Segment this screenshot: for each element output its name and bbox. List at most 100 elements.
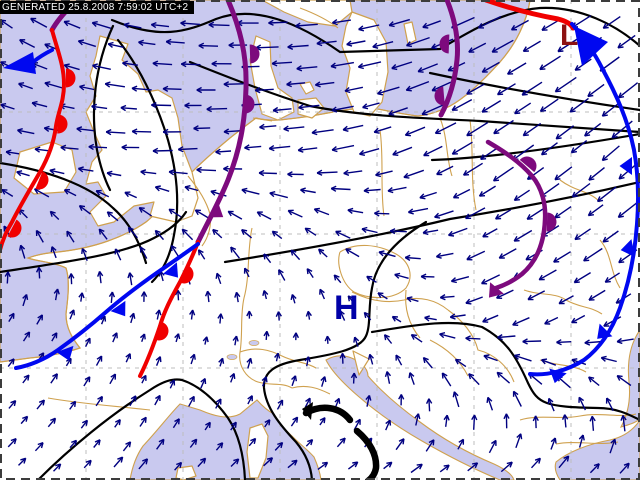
- wind-arrow: [88, 143, 108, 151]
- wind-arrow: [140, 169, 157, 176]
- isobar-line: [370, 321, 640, 422]
- wind-arrow: [120, 104, 137, 112]
- wind-arrow: [7, 438, 17, 448]
- wind-arrow: [347, 207, 364, 214]
- wind-arrow: [69, 309, 75, 320]
- wind-arrow: [5, 149, 20, 156]
- wind-arrow: [553, 251, 571, 263]
- wind-arrow: [298, 104, 320, 111]
- wind-arrow: [97, 271, 104, 284]
- wind-arrow: [18, 82, 33, 90]
- wind-arrow: [188, 395, 195, 407]
- wind-arrow: [554, 76, 577, 93]
- wind-arrow: [556, 339, 572, 346]
- wind-arrow: [353, 418, 361, 431]
- wind-arrow: [50, 246, 57, 259]
- wind-arrow: [254, 86, 274, 94]
- country-border: [291, 385, 331, 395]
- wind-arrow: [259, 123, 277, 131]
- wind-arrow: [218, 357, 225, 367]
- isobar-line: [116, 38, 179, 284]
- wind-arrow: [262, 290, 269, 300]
- wind-arrow: [95, 395, 103, 407]
- wind-arrow: [383, 461, 393, 470]
- wind-arrow: [305, 439, 314, 447]
- wind-arrow: [215, 442, 224, 451]
- warm-front-nw: [0, 28, 76, 252]
- wind-arrow: [465, 207, 486, 220]
- wind-arrow: [140, 374, 147, 384]
- wind-arrow: [263, 330, 270, 340]
- wind-arrow: [361, 226, 378, 234]
- warm-front-semicircle-marker: [57, 114, 68, 134]
- warm-front-main: [138, 240, 200, 378]
- wind-arrow: [404, 126, 426, 137]
- wind-arrow: [211, 60, 232, 67]
- wind-arrow: [286, 80, 306, 88]
- wind-arrow: [197, 249, 206, 260]
- wind-arrow: [498, 248, 517, 259]
- occluded-front-semicircle-marker: [249, 44, 260, 64]
- wind-arrow: [587, 83, 605, 98]
- warm-front-semicircle-marker: [66, 68, 76, 88]
- wind-arrow: [452, 188, 471, 199]
- occluded-front-semicircle-marker: [519, 156, 537, 173]
- wind-arrow: [570, 140, 588, 154]
- wind-arrow: [425, 398, 433, 412]
- wind-arrow: [483, 354, 498, 362]
- occluded-front-main: [195, 0, 260, 245]
- wind-arrow: [256, 211, 272, 220]
- wind-arrow: [503, 413, 510, 429]
- wind-arrow: [512, 390, 522, 407]
- wind-arrow: [378, 250, 396, 258]
- wind-arrow: [392, 146, 413, 156]
- wind-arrow: [276, 399, 284, 410]
- wind-arrow: [95, 355, 103, 366]
- country-border: [555, 441, 619, 445]
- wind-arrow: [584, 122, 602, 137]
- wind-arrow: [232, 335, 239, 346]
- country-border: [47, 397, 151, 411]
- wind-arrow: [421, 104, 444, 116]
- wind-arrow: [404, 254, 421, 261]
- country-border: [405, 289, 421, 339]
- wind-arrow: [601, 103, 619, 117]
- warm-front-semicircle-marker: [7, 219, 22, 238]
- wind-arrow: [129, 312, 136, 324]
- wind-arrow: [68, 273, 75, 285]
- wind-arrow: [439, 332, 456, 339]
- wind-arrow: [377, 86, 400, 96]
- cold-front-triangle-marker: [597, 323, 613, 339]
- wind-arrow: [60, 144, 79, 151]
- wind-arrow: [306, 268, 314, 278]
- wind-arrow: [539, 98, 559, 112]
- wind-arrow: [202, 336, 209, 345]
- wind-arrow: [366, 275, 377, 283]
- wind-arrow: [121, 144, 140, 151]
- wind-arrow: [18, 457, 27, 466]
- wind-arrow: [588, 167, 605, 181]
- wind-arrow: [246, 310, 253, 319]
- wind-arrow: [617, 202, 638, 218]
- wind-arrow: [604, 272, 620, 283]
- wind-arrow: [385, 419, 392, 431]
- wind-arrow: [162, 85, 182, 93]
- island: [246, 423, 269, 479]
- wind-arrow: [343, 169, 363, 176]
- wind-arrow: [150, 21, 170, 29]
- wind-arrow: [353, 336, 360, 347]
- occluded-front-triangle-marker: [207, 202, 224, 218]
- wind-arrow: [229, 372, 236, 383]
- wind-arrow: [317, 461, 329, 470]
- wind-arrow: [540, 358, 557, 366]
- wind-arrow: [93, 439, 101, 448]
- wind-arrow: [383, 334, 393, 344]
- wind-arrow: [261, 376, 268, 387]
- wind-arrow: [78, 292, 85, 302]
- wind-arrow: [113, 456, 124, 468]
- wind-arrow: [315, 81, 335, 88]
- wind-arrow: [391, 61, 413, 71]
- wind-arrow: [174, 289, 182, 301]
- wind-arrow: [571, 182, 591, 198]
